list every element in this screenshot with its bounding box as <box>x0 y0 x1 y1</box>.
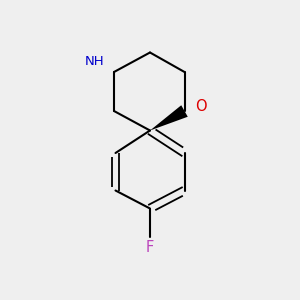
Text: F: F <box>146 240 154 255</box>
Polygon shape <box>150 105 188 130</box>
Text: O: O <box>195 99 207 114</box>
Text: NH: NH <box>85 55 104 68</box>
